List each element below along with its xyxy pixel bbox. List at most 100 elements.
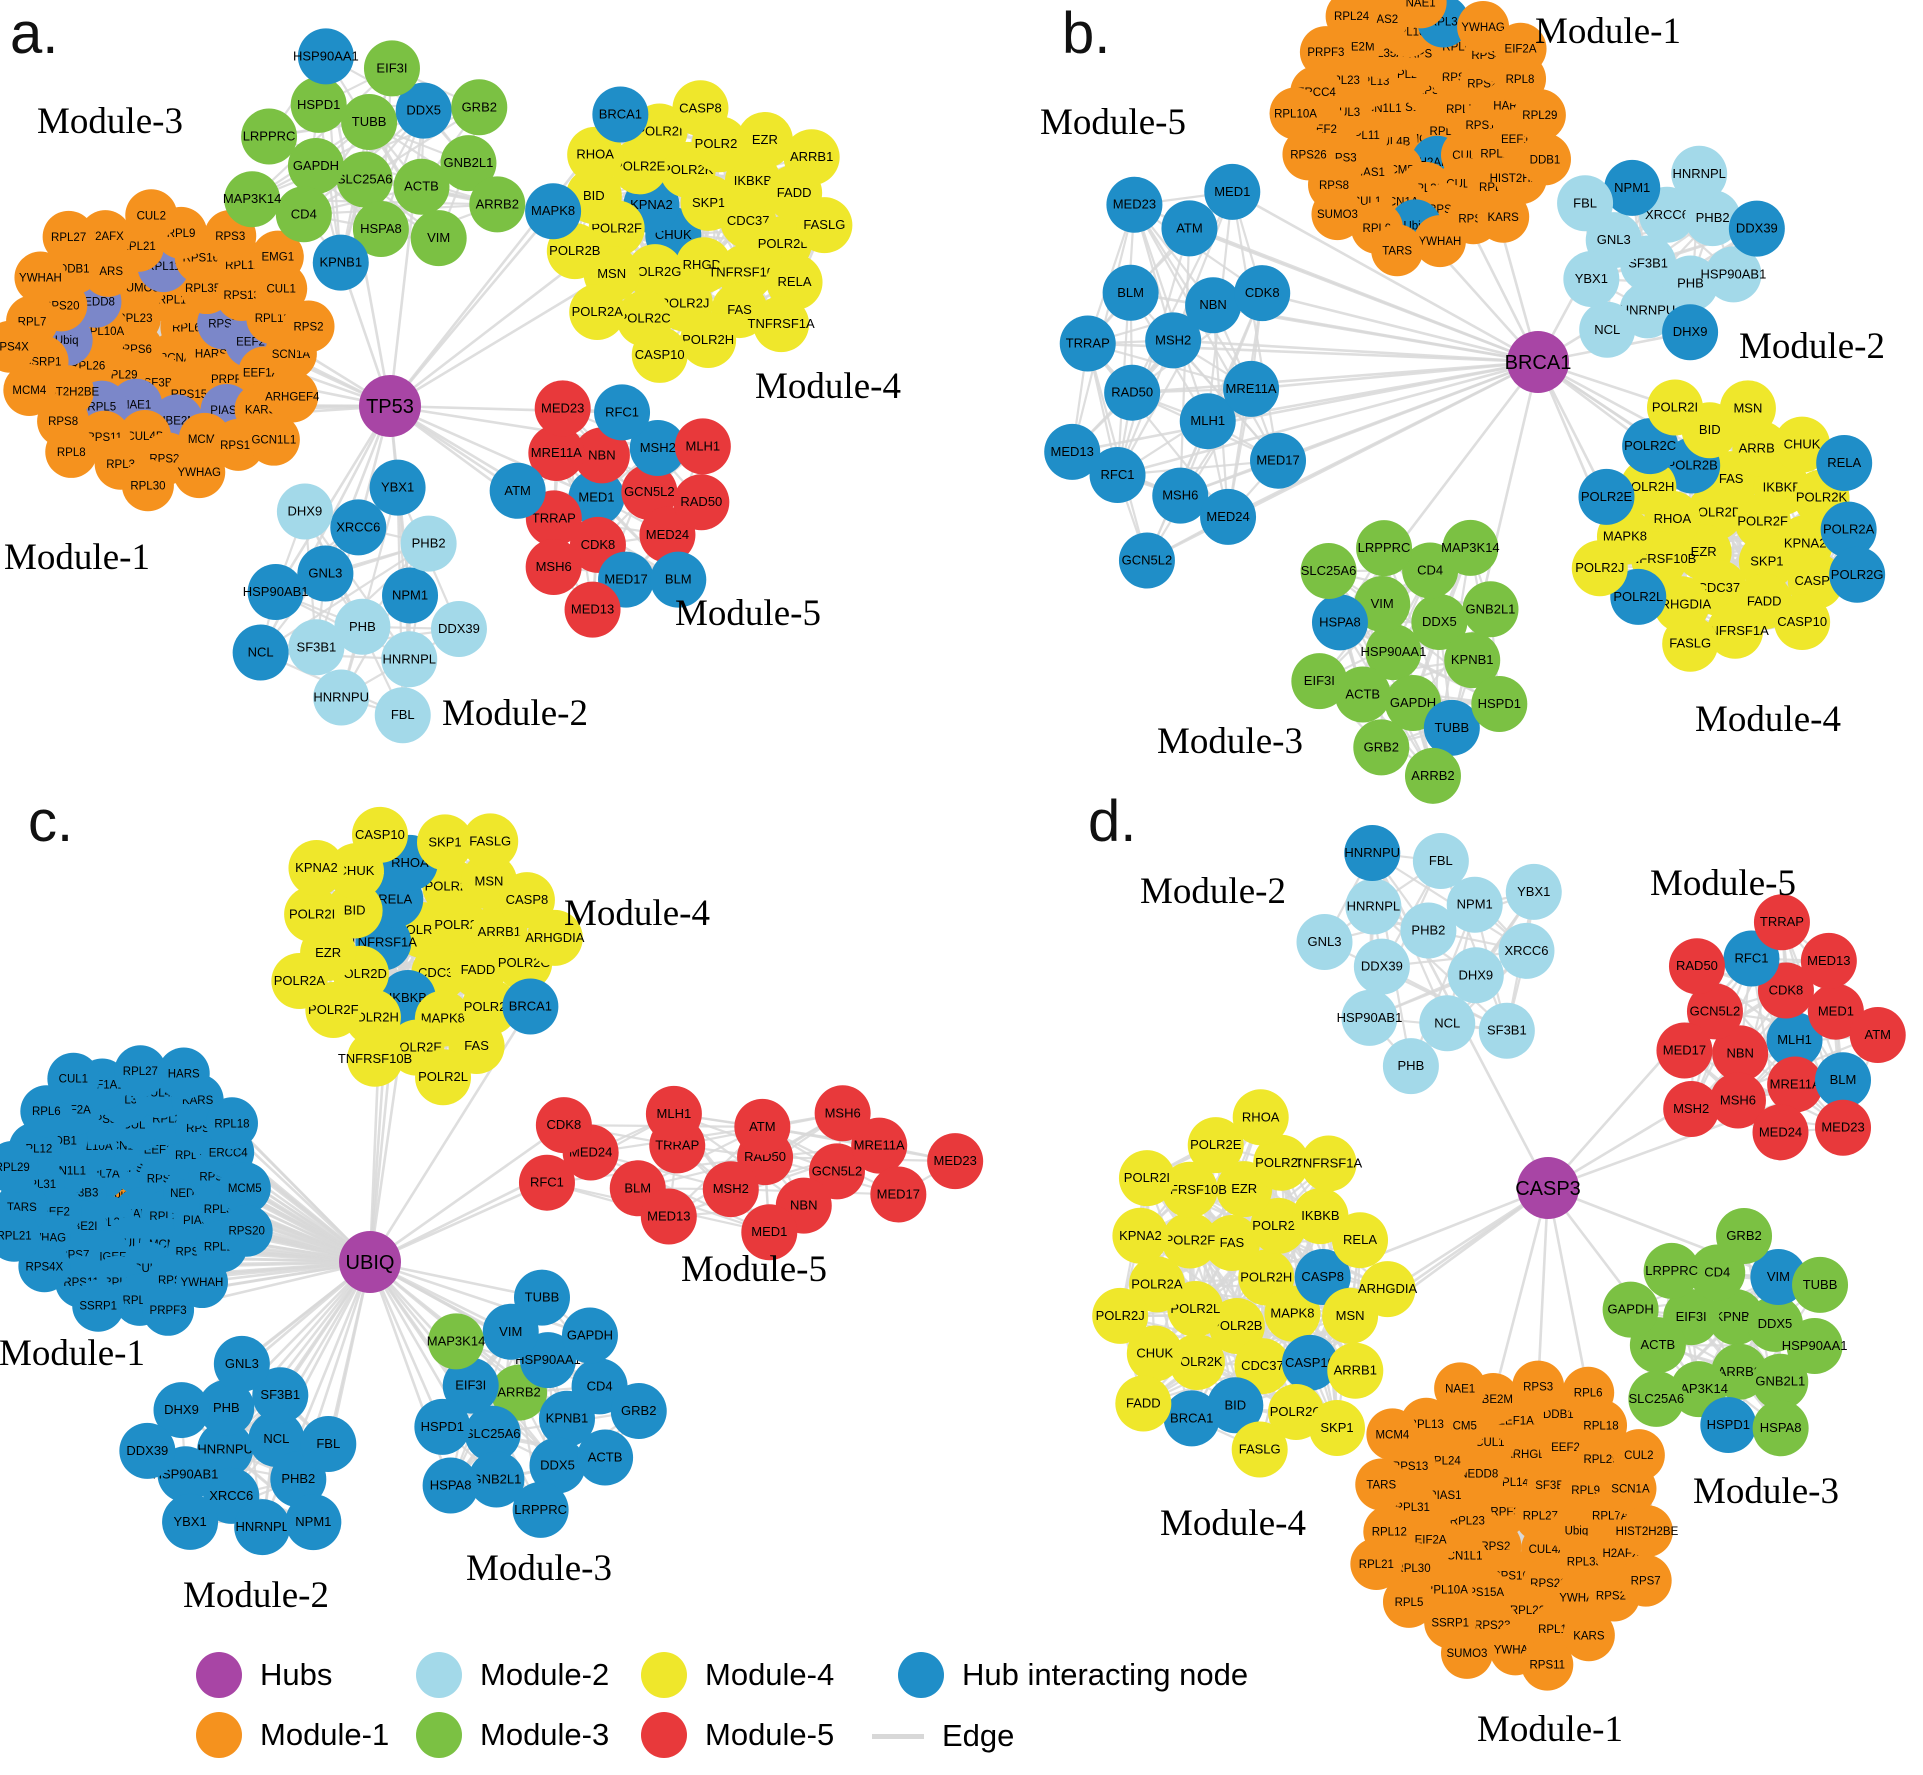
node-BLM[interactable]: BLM	[650, 551, 707, 608]
node-NPM1[interactable]: NPM1	[1604, 159, 1661, 216]
node-circle[interactable]	[1179, 393, 1236, 450]
node-circle[interactable]	[567, 126, 624, 183]
hub-node-BRCA1[interactable]: BRCA1	[1505, 331, 1572, 393]
node-MAP3K14[interactable]: MAP3K14	[223, 171, 282, 228]
node-circle[interactable]	[1300, 543, 1357, 600]
node-MSH2[interactable]: MSH2	[1663, 1080, 1720, 1137]
node-circle[interactable]	[1299, 26, 1352, 79]
node-ACTB[interactable]: ACTB	[1334, 666, 1391, 723]
node-LRPPRC[interactable]: LRPPRC	[241, 108, 298, 165]
node-circle[interactable]	[125, 189, 178, 242]
node-circle[interactable]	[290, 76, 347, 133]
node-POLR2E[interactable]: POLR2E	[1578, 468, 1635, 525]
node-RPS11[interactable]: RPS11	[1521, 1638, 1574, 1691]
node-circle[interactable]	[1462, 581, 1519, 638]
node-circle[interactable]	[1820, 501, 1877, 558]
node-RELA[interactable]: RELA	[1816, 434, 1873, 491]
node-circle[interactable]	[1423, 699, 1480, 756]
node-CASP10[interactable]: CASP10	[1774, 594, 1831, 651]
node-circle[interactable]	[341, 93, 398, 150]
node-circle[interactable]	[1204, 163, 1261, 220]
node-DDX5[interactable]: DDX5	[1411, 593, 1468, 650]
node-MRE11A[interactable]: MRE11A	[528, 425, 585, 482]
node-CUL1[interactable]: CUL1	[47, 1052, 100, 1105]
node-circle[interactable]	[1579, 301, 1636, 358]
node-HSP90AB1[interactable]: HSP90AB1	[243, 564, 309, 621]
node-GRB2[interactable]: GRB2	[610, 1383, 667, 1440]
node-circle[interactable]	[629, 420, 686, 477]
node-circle[interactable]	[1662, 304, 1719, 361]
node-circle[interactable]	[469, 176, 526, 233]
node-circle[interactable]	[1684, 190, 1741, 247]
node-PHB2[interactable]: PHB2	[400, 515, 457, 572]
node-MED17[interactable]: MED17	[870, 1166, 927, 1223]
node-circle[interactable]	[1647, 379, 1704, 436]
node-circle[interactable]	[1774, 594, 1831, 651]
node-RPS3[interactable]: RPS3	[1512, 1360, 1565, 1413]
node-circle[interactable]	[564, 581, 621, 638]
node-circle[interactable]	[1404, 747, 1461, 804]
node-BRCA1[interactable]: BRCA1	[592, 86, 649, 143]
node-YBX1[interactable]: YBX1	[1505, 863, 1562, 920]
node-YBX1[interactable]: YBX1	[162, 1493, 219, 1550]
node-circle[interactable]	[796, 197, 853, 254]
node-circle[interactable]	[313, 669, 370, 726]
node-POLR2I[interactable]: POLR2I	[1118, 1150, 1175, 1207]
node-HNRNPL[interactable]: HNRNPL	[1345, 878, 1402, 935]
node-TUBB[interactable]: TUBB	[341, 93, 398, 150]
node-circle[interactable]	[1250, 432, 1307, 489]
node-SF3B1[interactable]: SF3B1	[288, 619, 345, 676]
node-TUBB[interactable]: TUBB	[1792, 1256, 1849, 1313]
node-circle[interactable]	[1662, 615, 1719, 672]
node-circle[interactable]	[1152, 467, 1209, 524]
node-RAD50[interactable]: RAD50	[1668, 938, 1725, 995]
node-circle[interactable]	[1477, 190, 1530, 243]
node-NPM1[interactable]: NPM1	[285, 1494, 342, 1551]
node-CASP8[interactable]: CASP8	[672, 80, 729, 137]
node-circle[interactable]	[1494, 22, 1547, 75]
node-circle[interactable]	[1444, 632, 1501, 689]
node-circle[interactable]	[173, 446, 226, 499]
node-circle[interactable]	[430, 600, 487, 657]
node-ARRB1[interactable]: ARRB1	[1327, 1342, 1384, 1399]
node-H2AFX[interactable]: H2AFX	[79, 210, 132, 263]
node-circle[interactable]	[528, 425, 585, 482]
node-CD4[interactable]: CD4	[275, 186, 332, 243]
node-HSP90AB1[interactable]: HSP90AB1	[1337, 989, 1403, 1046]
node-MSN[interactable]: MSN	[1719, 380, 1776, 437]
node-GNL3[interactable]: GNL3	[213, 1335, 270, 1392]
node-RFC1[interactable]: RFC1	[518, 1154, 575, 1211]
node-POLR2J[interactable]: POLR2J	[1092, 1287, 1149, 1344]
node-RPL24[interactable]: RPL24	[1325, 0, 1378, 43]
node-circle[interactable]	[275, 186, 332, 243]
node-BRCA1[interactable]: BRCA1	[1163, 1390, 1220, 1447]
node-circle[interactable]	[1311, 188, 1364, 241]
node-RAD50[interactable]: RAD50	[673, 474, 730, 531]
node-RPL8[interactable]: RPL8	[45, 425, 98, 478]
node-circle[interactable]	[42, 210, 95, 263]
node-NPM1[interactable]: NPM1	[382, 567, 439, 624]
node-PHB[interactable]: PHB	[1382, 1038, 1439, 1095]
node-circle[interactable]	[1719, 380, 1776, 437]
node-FBL[interactable]: FBL	[300, 1415, 357, 1472]
node-FBL[interactable]: FBL	[374, 687, 431, 744]
hub-node-UBIQ[interactable]: UBIQ	[339, 1231, 401, 1293]
node-MED17[interactable]: MED17	[1656, 1022, 1713, 1079]
node-MSH2[interactable]: MSH2	[1145, 312, 1202, 369]
node-YWHAH[interactable]: YWHAH	[14, 251, 67, 304]
node-MAPK8[interactable]: MAPK8	[525, 183, 582, 240]
node-circle[interactable]	[395, 82, 452, 139]
node-CDK8[interactable]: CDK8	[535, 1097, 592, 1154]
node-RPL21[interactable]: RPL21	[1350, 1537, 1403, 1590]
node-HSPD1[interactable]: HSPD1	[1700, 1397, 1757, 1454]
node-RPL29[interactable]: RPL29	[1513, 89, 1566, 142]
node-RPS2[interactable]: RPS2	[282, 300, 335, 353]
node-circle[interactable]	[1563, 250, 1620, 307]
node-circle[interactable]	[1557, 175, 1614, 232]
node-circle[interactable]	[251, 230, 304, 283]
node-MLH1[interactable]: MLH1	[1179, 393, 1236, 450]
node-MED24[interactable]: MED24	[1200, 488, 1257, 545]
node-RPL27[interactable]: RPL27	[42, 210, 95, 263]
node-HSPD1[interactable]: HSPD1	[414, 1398, 471, 1455]
node-EMG1[interactable]: EMG1	[251, 230, 304, 283]
